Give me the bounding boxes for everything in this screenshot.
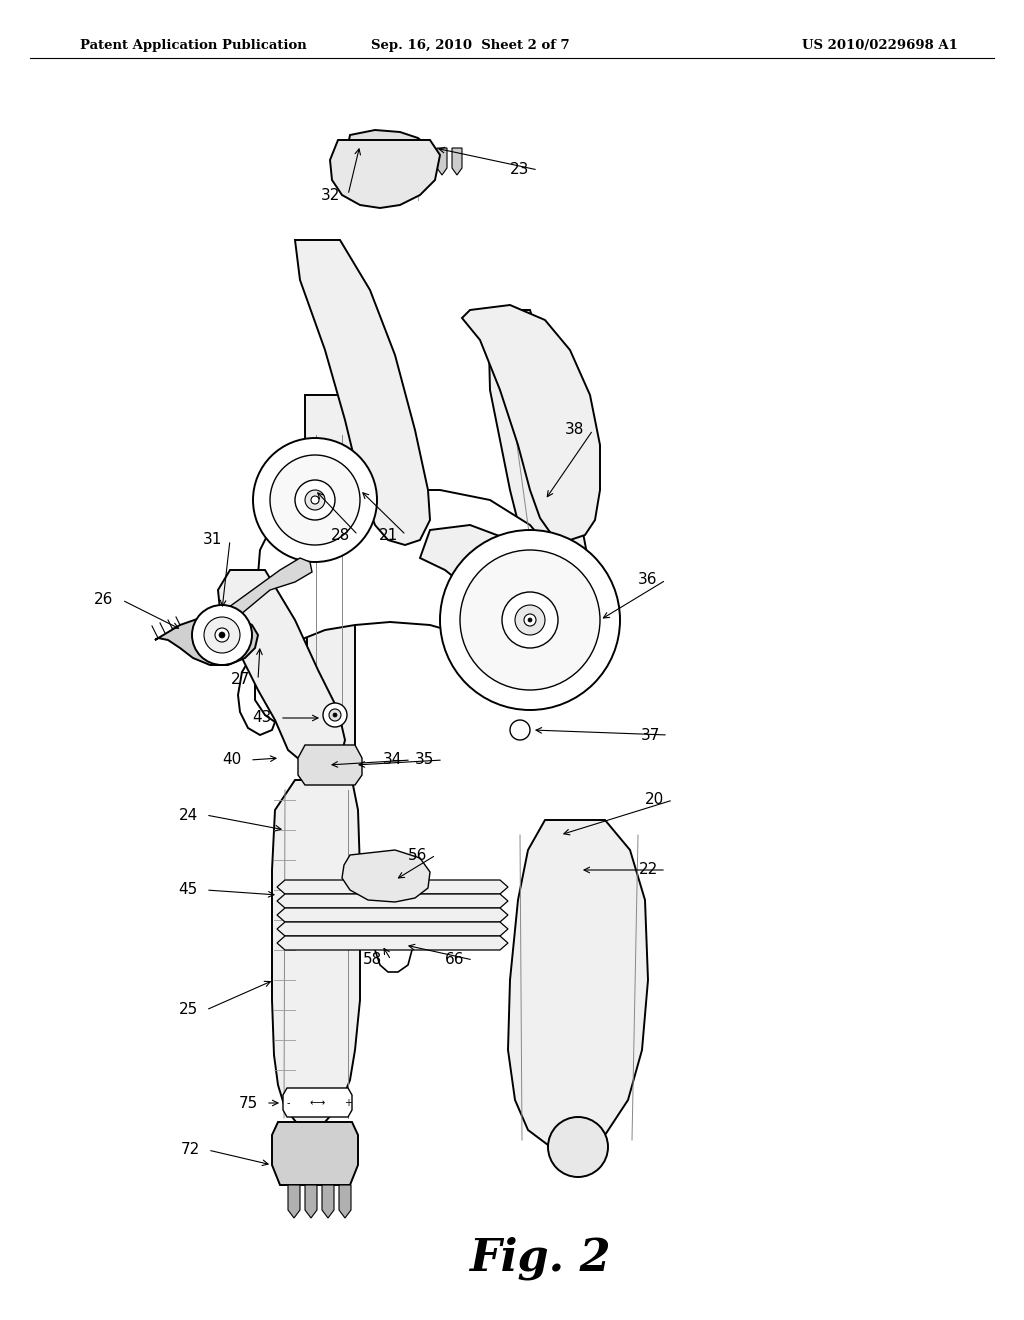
Circle shape (524, 614, 536, 626)
Polygon shape (278, 936, 508, 950)
Polygon shape (420, 525, 590, 680)
Text: 20: 20 (645, 792, 665, 808)
Polygon shape (278, 921, 508, 936)
Circle shape (460, 550, 600, 690)
Text: 75: 75 (239, 1096, 258, 1110)
Polygon shape (339, 1185, 351, 1218)
Polygon shape (155, 615, 258, 665)
Text: 45: 45 (178, 883, 198, 898)
Circle shape (333, 713, 337, 717)
Text: 32: 32 (321, 187, 340, 202)
Circle shape (502, 591, 558, 648)
Polygon shape (392, 148, 402, 176)
Text: 21: 21 (379, 528, 397, 543)
Text: 58: 58 (364, 953, 383, 968)
Polygon shape (342, 850, 430, 902)
Text: 38: 38 (565, 422, 585, 437)
Circle shape (219, 632, 225, 638)
Polygon shape (272, 1122, 358, 1185)
Circle shape (311, 496, 319, 504)
Polygon shape (407, 148, 417, 176)
Circle shape (515, 605, 545, 635)
Polygon shape (278, 908, 508, 921)
Polygon shape (193, 558, 312, 642)
Circle shape (329, 709, 341, 721)
Text: 66: 66 (445, 953, 465, 968)
Polygon shape (272, 780, 360, 1129)
Text: 25: 25 (178, 1002, 198, 1018)
Polygon shape (238, 490, 578, 735)
Polygon shape (488, 310, 598, 671)
Circle shape (548, 1117, 608, 1177)
Circle shape (204, 616, 240, 653)
Circle shape (528, 618, 532, 622)
Polygon shape (508, 820, 648, 1148)
Circle shape (193, 605, 252, 665)
Text: US 2010/0229698 A1: US 2010/0229698 A1 (802, 38, 957, 51)
Polygon shape (278, 894, 508, 908)
Polygon shape (218, 570, 345, 766)
Circle shape (253, 438, 377, 562)
Text: 27: 27 (230, 672, 250, 688)
Text: Fig. 2: Fig. 2 (469, 1237, 610, 1280)
Circle shape (295, 480, 335, 520)
Polygon shape (462, 305, 600, 540)
Text: ←→: ←→ (310, 1098, 326, 1107)
Text: 28: 28 (331, 528, 349, 543)
Polygon shape (298, 744, 362, 785)
Polygon shape (305, 395, 355, 760)
Polygon shape (330, 140, 440, 209)
Text: 22: 22 (638, 862, 657, 878)
Circle shape (305, 490, 325, 510)
Text: 36: 36 (638, 573, 657, 587)
Text: 37: 37 (640, 727, 659, 742)
Text: 56: 56 (409, 847, 428, 862)
Text: 40: 40 (222, 752, 242, 767)
Text: 43: 43 (252, 710, 271, 726)
Polygon shape (288, 1185, 300, 1218)
Text: 35: 35 (416, 752, 434, 767)
Text: +: + (344, 1098, 352, 1107)
Text: Sep. 16, 2010  Sheet 2 of 7: Sep. 16, 2010 Sheet 2 of 7 (371, 38, 569, 51)
Circle shape (323, 704, 347, 727)
Polygon shape (345, 129, 435, 195)
Polygon shape (322, 1185, 334, 1218)
Text: 26: 26 (94, 593, 114, 607)
Text: 31: 31 (203, 532, 221, 548)
Text: 23: 23 (510, 162, 529, 177)
Polygon shape (295, 240, 430, 545)
Polygon shape (278, 880, 508, 894)
Polygon shape (437, 148, 447, 176)
Polygon shape (422, 148, 432, 176)
Polygon shape (305, 1185, 317, 1218)
Circle shape (270, 455, 360, 545)
Text: 72: 72 (180, 1143, 200, 1158)
Polygon shape (452, 148, 462, 176)
Text: 34: 34 (383, 752, 402, 767)
Circle shape (510, 719, 530, 741)
Polygon shape (283, 1088, 352, 1117)
Text: 24: 24 (178, 808, 198, 822)
Text: Patent Application Publication: Patent Application Publication (80, 38, 307, 51)
Circle shape (215, 628, 229, 642)
Text: -: - (287, 1098, 290, 1107)
Circle shape (440, 531, 620, 710)
